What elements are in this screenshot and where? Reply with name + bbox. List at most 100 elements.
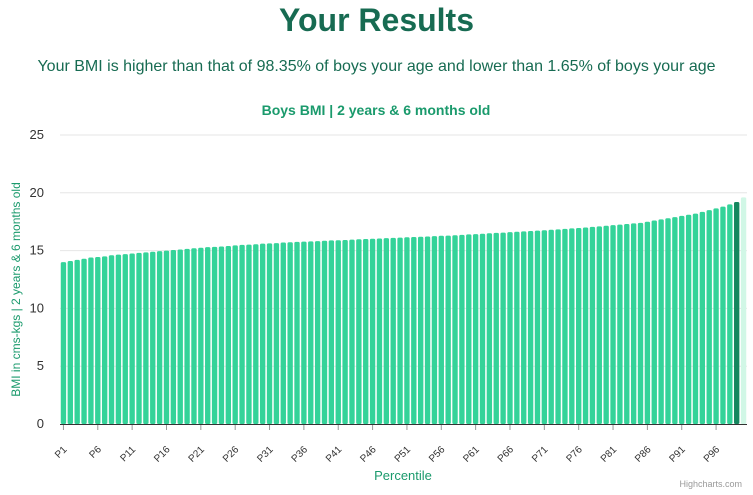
- bar-p78[interactable]: [589, 226, 596, 424]
- bar-p14[interactable]: [150, 251, 156, 424]
- bar-p92[interactable]: [685, 214, 692, 424]
- bar-p51[interactable]: [404, 237, 410, 424]
- bar-p16[interactable]: [163, 250, 170, 424]
- bar-p19[interactable]: [184, 248, 190, 424]
- bar-p58[interactable]: [452, 235, 458, 424]
- bar-p53[interactable]: [418, 236, 424, 424]
- bar-p73[interactable]: [555, 229, 561, 424]
- bar-p34[interactable]: [287, 242, 293, 424]
- bar-p6[interactable]: [95, 256, 101, 424]
- bar-p8[interactable]: [108, 255, 115, 424]
- bar-p76[interactable]: [576, 227, 582, 424]
- bar-p31[interactable]: [266, 243, 273, 424]
- bar-p11[interactable]: [129, 253, 135, 424]
- bar-p35[interactable]: [294, 241, 300, 424]
- bar-p56[interactable]: [438, 235, 444, 424]
- bar-p3[interactable]: [74, 259, 80, 424]
- bar-p80[interactable]: [603, 225, 609, 424]
- bar-p43[interactable]: [349, 239, 355, 424]
- bar-p24[interactable]: [218, 246, 225, 424]
- bar-p23[interactable]: [211, 246, 218, 424]
- bar-p44[interactable]: [356, 239, 362, 424]
- bar-p7[interactable]: [101, 256, 108, 424]
- bar-p21[interactable]: [198, 247, 204, 424]
- bar-p85[interactable]: [637, 222, 644, 424]
- bar-p36[interactable]: [301, 241, 307, 424]
- bar-p20[interactable]: [191, 248, 197, 424]
- bar-p5[interactable]: [88, 257, 94, 424]
- bar-p1[interactable]: [60, 262, 67, 424]
- bar-p25[interactable]: [225, 245, 231, 424]
- bar-p86[interactable]: [644, 221, 651, 424]
- bar-p38[interactable]: [314, 241, 321, 424]
- bar-p52[interactable]: [411, 236, 417, 424]
- bar-p72[interactable]: [548, 229, 554, 424]
- bar-p95[interactable]: [706, 210, 712, 424]
- bar-p93[interactable]: [692, 213, 699, 424]
- bar-p41[interactable]: [335, 240, 341, 424]
- bar-p84[interactable]: [630, 223, 637, 424]
- bar-p22[interactable]: [205, 247, 211, 424]
- bar-p100[interactable]: [740, 197, 747, 424]
- bar-p28[interactable]: [246, 244, 252, 424]
- bar-p48[interactable]: [383, 238, 390, 424]
- bar-p65[interactable]: [500, 232, 506, 424]
- bar-p74[interactable]: [562, 228, 568, 424]
- bar-p50[interactable]: [397, 237, 403, 424]
- bar-p17[interactable]: [170, 250, 177, 424]
- bar-p39[interactable]: [321, 240, 328, 424]
- bar-p15[interactable]: [156, 251, 163, 424]
- bar-p68[interactable]: [521, 231, 527, 424]
- bar-p97[interactable]: [720, 206, 726, 424]
- bar-p4[interactable]: [81, 258, 87, 424]
- bar-p77[interactable]: [582, 227, 589, 424]
- bar-p69[interactable]: [527, 230, 534, 424]
- bar-p64[interactable]: [493, 232, 499, 424]
- bar-p96[interactable]: [713, 208, 719, 424]
- bar-p81[interactable]: [610, 225, 616, 424]
- bar-p33[interactable]: [280, 242, 286, 424]
- bar-p45[interactable]: [363, 239, 369, 424]
- bar-p54[interactable]: [424, 236, 431, 425]
- bar-p47[interactable]: [376, 238, 383, 424]
- bar-p27[interactable]: [239, 244, 245, 424]
- bar-p12[interactable]: [136, 252, 142, 424]
- bar-p42[interactable]: [342, 239, 348, 424]
- bar-p67[interactable]: [514, 231, 520, 424]
- bar-p66[interactable]: [507, 232, 513, 424]
- bar-p55[interactable]: [431, 236, 438, 424]
- bar-p99[interactable]: [734, 202, 740, 424]
- bar-p63[interactable]: [486, 233, 493, 424]
- bar-p13[interactable]: [143, 252, 149, 424]
- bar-p62[interactable]: [479, 233, 486, 424]
- bar-p89[interactable]: [665, 218, 671, 424]
- bar-p94[interactable]: [699, 211, 706, 424]
- bar-p40[interactable]: [328, 240, 335, 424]
- bar-p59[interactable]: [459, 234, 465, 424]
- bar-p37[interactable]: [308, 241, 314, 424]
- bar-p82[interactable]: [617, 224, 623, 424]
- bar-p71[interactable]: [541, 230, 548, 424]
- bar-p75[interactable]: [569, 228, 575, 424]
- bar-p18[interactable]: [177, 249, 183, 424]
- bar-p79[interactable]: [596, 226, 602, 424]
- bar-p30[interactable]: [259, 243, 266, 424]
- bar-p88[interactable]: [658, 219, 664, 424]
- bar-p70[interactable]: [534, 230, 541, 424]
- bar-p83[interactable]: [624, 224, 630, 424]
- bar-p46[interactable]: [369, 238, 376, 424]
- bar-p91[interactable]: [679, 215, 685, 424]
- bar-p49[interactable]: [390, 237, 396, 424]
- bar-p9[interactable]: [115, 254, 122, 424]
- bar-p26[interactable]: [232, 245, 238, 424]
- bar-p2[interactable]: [67, 261, 73, 424]
- bar-p60[interactable]: [466, 234, 472, 424]
- bar-p61[interactable]: [472, 234, 479, 424]
- bar-p29[interactable]: [253, 244, 259, 424]
- bar-p32[interactable]: [273, 243, 280, 424]
- bar-p90[interactable]: [672, 217, 678, 424]
- bar-p57[interactable]: [445, 235, 451, 424]
- highcharts-credit[interactable]: Highcharts.com: [679, 479, 742, 489]
- bar-p98[interactable]: [727, 204, 733, 424]
- bar-p10[interactable]: [122, 254, 128, 424]
